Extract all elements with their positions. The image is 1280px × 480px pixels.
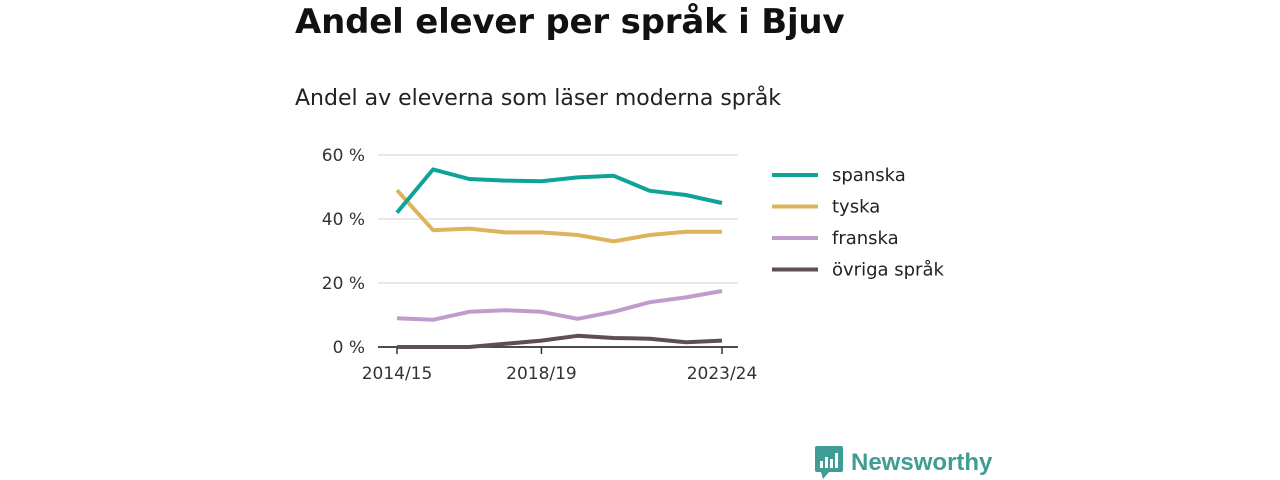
y-tick-label: 0 % xyxy=(333,338,365,358)
series-line-övriga-språk xyxy=(397,333,723,349)
legend-label: spanska xyxy=(832,165,906,186)
legend-label: tyska xyxy=(832,197,880,218)
axes: 0 % 20 % 40 % 60 % 2014/15 2018/19 2023/24 xyxy=(322,146,758,384)
series-line-tyska xyxy=(395,188,722,244)
series-line-spanska xyxy=(395,167,723,214)
y-tick-label: 40 % xyxy=(322,210,365,230)
newsworthy-logo-icon xyxy=(815,446,843,479)
brand-name: Newsworthy xyxy=(851,449,993,476)
legend-label: franska xyxy=(832,228,899,249)
x-tick-label: 2018/19 xyxy=(506,364,577,384)
series-line-franska xyxy=(396,289,723,322)
series-lines xyxy=(395,167,723,349)
legend: spanska tyska franska övriga språk xyxy=(772,165,944,281)
chart-subtitle: Andel av eleverna som läser moderna språ… xyxy=(295,86,782,111)
gridlines xyxy=(378,154,738,284)
y-tick-label: 20 % xyxy=(322,274,365,294)
brand-logo: Newsworthy xyxy=(815,446,992,480)
y-tick-label: 60 % xyxy=(322,146,365,166)
x-tick-label: 2014/15 xyxy=(362,364,433,384)
x-tick-label: 2023/24 xyxy=(687,364,758,384)
chart-title: Andel elever per språk i Bjuv xyxy=(295,2,845,42)
legend-label: övriga språk xyxy=(832,260,944,281)
